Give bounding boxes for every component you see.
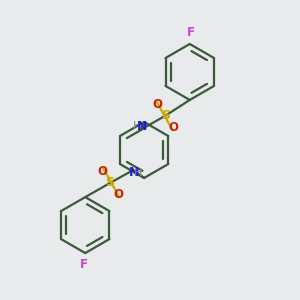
Text: N: N	[129, 167, 139, 179]
Text: O: O	[113, 188, 123, 201]
Text: S: S	[161, 109, 170, 122]
Text: O: O	[97, 165, 107, 178]
Text: H: H	[133, 122, 141, 131]
Text: O: O	[153, 98, 163, 111]
Text: F: F	[187, 26, 195, 39]
Text: N: N	[137, 120, 147, 133]
Text: O: O	[169, 122, 178, 134]
Text: H: H	[134, 168, 143, 178]
Text: F: F	[80, 258, 88, 272]
Text: S: S	[106, 176, 115, 190]
